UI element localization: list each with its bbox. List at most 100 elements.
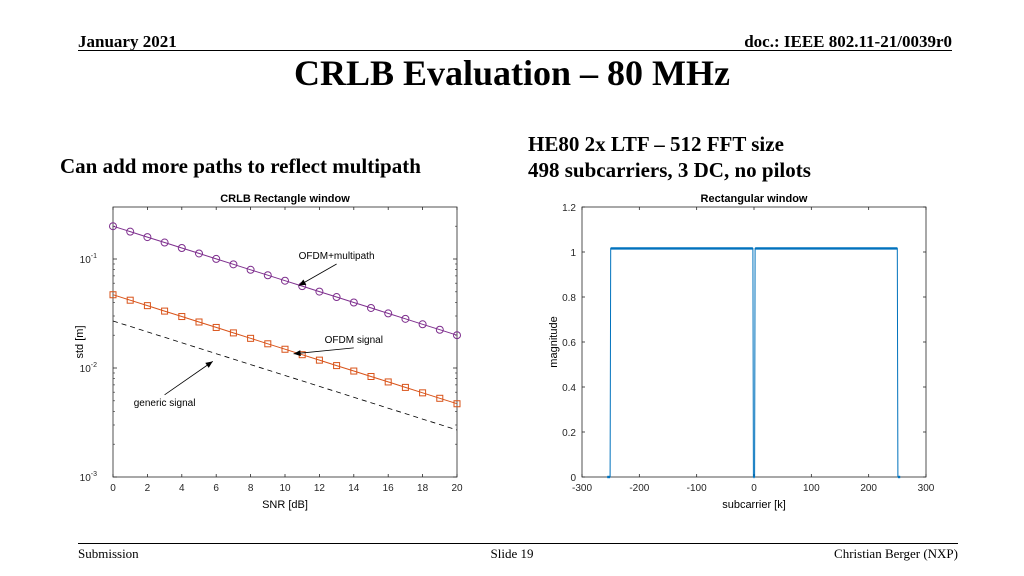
annotation-arrow-head [205,361,213,368]
data-point-ofdm [453,400,461,408]
window-series [607,247,901,479]
data-point-ofdm [436,394,444,402]
x-tick-label: 0 [110,483,116,494]
window-chart: Rectangular window -300 -200 -100 0 100 200 30… [548,193,935,511]
data-point-ofdm [178,313,186,321]
data-point-multipath [229,260,238,269]
data-point-multipath [195,249,203,258]
annotation-arrow-line [164,361,213,396]
data-point-multipath [418,320,427,329]
data-point-multipath [160,238,169,247]
left-caption: Can add more paths to reflect multipath [60,154,421,178]
x-tick-label: 4 [179,483,185,494]
footer-left: Submission [78,546,139,561]
data-point-multipath [246,265,255,274]
x-tick-label: -200 [629,483,649,494]
x-tick-label: -300 [572,483,592,494]
crlb-plot-area [112,206,458,478]
slide-title: CRLB Evaluation – 80 MHz [293,53,731,93]
footer-rule [78,543,958,544]
data-point-multipath [332,293,341,302]
annotation-label: OFDM signal [325,335,383,346]
data-point-ofdm [315,356,323,364]
data-point-ofdm [264,340,272,348]
window-x-label: subcarrier [k] [722,499,786,511]
x-tick-label: 16 [383,483,395,494]
x-tick-label: 12 [314,483,326,494]
x-tick-label: 0 [751,483,757,494]
annotation-arrow-line [298,263,337,286]
series-line-multipath [112,225,458,336]
series-line-ofdm [112,294,458,405]
header-date: January 2021 [78,32,177,51]
header-doc-id: doc.: IEEE 802.11-21/0039r0 [744,32,952,51]
data-point-ofdm [195,318,203,326]
y-tick-label: 10-3 [80,471,97,484]
annotation-arrow-head [293,350,301,357]
y-tick-label: 0.2 [562,428,576,439]
crlb-chart-title: CRLB Rectangle window [220,193,350,205]
x-tick-label: 14 [348,483,360,494]
y-tick-label: 1.2 [562,203,576,214]
data-point-multipath [212,254,221,263]
data-point-ofdm [401,383,409,391]
crlb-x-label: SNR [dB] [262,499,308,511]
data-point-multipath [177,243,186,252]
data-point-ofdm [247,334,255,342]
x-tick-label: 6 [213,483,219,494]
data-point-multipath [401,314,410,323]
window-chart-title: Rectangular window [701,193,808,205]
data-point-ofdm [126,296,134,304]
data-point-multipath [315,287,324,296]
series-line-generic [112,320,458,431]
x-tick-label: 200 [860,483,877,494]
y-tick-label: 10-2 [80,362,97,375]
x-tick-label: 18 [417,483,429,494]
window-axes: -300 -200 -100 0 100 200 300 0 0.2 0.4 0.6 0.8 1 1.2 [562,203,935,494]
x-tick-label: 10 [279,483,291,494]
y-tick-label: 1 [570,248,576,259]
y-tick-label: 0 [570,473,576,484]
annotation-label: OFDM+multipath [299,251,375,262]
data-point-ofdm [143,302,151,310]
data-point-ofdm [333,362,341,370]
data-point-multipath [384,309,393,318]
header-rule [78,50,952,51]
data-point-multipath [126,227,135,236]
data-point-multipath [453,331,461,340]
crlb-series [109,222,461,431]
annotation-label: generic signal [134,398,196,409]
x-tick-label: 8 [248,483,254,494]
y-tick-label: 10-1 [80,253,97,266]
data-point-multipath [263,271,272,280]
x-tick-label: 100 [803,483,820,494]
data-point-ofdm [109,291,117,299]
y-tick-label: 0.8 [562,293,576,304]
data-point-ofdm [367,372,375,380]
x-tick-label: 20 [451,483,463,494]
data-point-ofdm [161,307,169,315]
annotation-arrow-line [293,347,354,355]
data-point-ofdm [419,389,427,397]
data-point-ofdm [350,367,358,375]
data-point-multipath [109,222,117,231]
data-point-ofdm [212,323,220,331]
annotation-arrow-head [298,279,307,286]
right-caption-line2: 498 subcarriers, 3 DC, no pilots [528,158,811,182]
x-tick-label: 2 [145,483,151,494]
data-point-multipath [349,298,358,307]
x-tick-label: 300 [918,483,935,494]
y-tick-label: 0.4 [562,383,576,394]
footer-slide-number: Slide 19 [490,546,534,561]
data-point-multipath [367,303,375,312]
data-point-multipath [281,276,289,285]
data-point-multipath [143,233,152,242]
right-caption-line1: HE80 2x LTF – 512 FFT size [528,132,784,156]
data-point-ofdm [384,378,392,386]
x-tick-label: -100 [687,483,707,494]
y-tick-label: 0.6 [562,338,576,349]
data-point-ofdm [229,329,237,337]
data-point-ofdm [281,345,289,353]
footer-author: Christian Berger (NXP) [834,546,958,561]
window-y-label: magnitude [548,316,560,367]
